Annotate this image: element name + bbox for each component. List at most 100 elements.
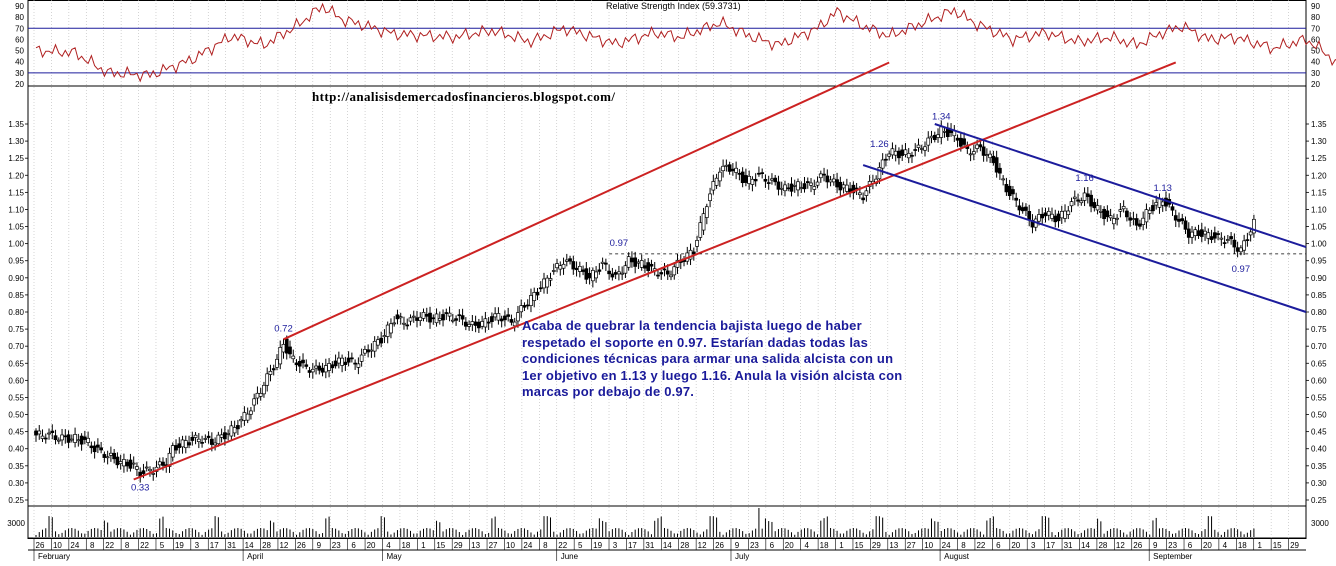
ohlc-body xyxy=(382,335,387,338)
ohlc-body xyxy=(392,322,397,325)
x-day-label: 15 xyxy=(436,541,445,550)
ohlc-body xyxy=(1183,220,1188,230)
ohlc-body xyxy=(587,273,592,279)
ohlc-body xyxy=(910,154,914,157)
rsi-tick-label-left: 30 xyxy=(15,69,24,78)
x-day-label: 18 xyxy=(820,541,829,550)
ohlc-body xyxy=(600,261,605,264)
ohlc-body xyxy=(1242,240,1246,251)
x-day-label: 29 xyxy=(872,541,881,550)
ohlc-body xyxy=(594,271,598,279)
x-day-label: 13 xyxy=(471,541,480,550)
ohlc-body xyxy=(858,192,862,196)
price-label: 1.34 xyxy=(932,111,951,122)
ohlc-body xyxy=(968,153,973,156)
ohlc-body xyxy=(1225,239,1230,241)
ohlc-body xyxy=(1011,189,1015,195)
ohlc-body xyxy=(656,274,660,277)
x-day-label: 22 xyxy=(976,541,985,550)
ohlc-body xyxy=(89,445,94,449)
ohlc-body xyxy=(512,321,517,327)
ohlc-body xyxy=(737,172,742,175)
price-label: 0.97 xyxy=(1232,264,1251,275)
ohlc-body xyxy=(56,439,61,442)
ohlc-body xyxy=(1219,237,1224,240)
ohlc-body xyxy=(698,222,703,238)
ohlc-body xyxy=(525,304,530,307)
ohlc-body xyxy=(379,337,384,344)
ohlc-body xyxy=(841,184,846,189)
ohlc-body xyxy=(639,260,644,268)
ohlc-body xyxy=(1170,206,1175,211)
price-tick-label-right: 0.90 xyxy=(1311,274,1327,283)
ohlc-body xyxy=(128,459,133,469)
price-tick-label-right: 0.40 xyxy=(1311,445,1327,454)
ohlc-body xyxy=(617,271,621,275)
ohlc-body xyxy=(747,175,752,185)
ohlc-body xyxy=(864,190,869,196)
ohlc-body xyxy=(291,355,296,360)
ohlc-body xyxy=(333,360,338,367)
ohlc-body xyxy=(53,435,58,440)
ohlc-body xyxy=(92,445,97,453)
ohlc-body xyxy=(714,177,719,186)
ohlc-body xyxy=(610,273,615,278)
price-tick-label-left: 0.85 xyxy=(8,291,24,300)
ohlc-body xyxy=(193,434,198,438)
ohlc-body xyxy=(1235,247,1240,252)
ohlc-body xyxy=(903,149,908,155)
x-day-label: 8 xyxy=(961,541,966,550)
ohlc-body xyxy=(490,316,494,323)
x-day-label: 14 xyxy=(663,541,672,550)
ohlc-body xyxy=(102,454,107,458)
x-day-label: 19 xyxy=(175,541,184,550)
ohlc-body xyxy=(463,321,468,327)
price-tick-label-left: 0.90 xyxy=(8,274,24,283)
price-tick-label-left: 1.25 xyxy=(8,154,24,163)
ohlc-body xyxy=(607,270,611,275)
x-day-label: 17 xyxy=(210,541,219,550)
x-day-label: 17 xyxy=(628,541,637,550)
ohlc-body xyxy=(770,178,774,181)
price-tick-label-right: 0.95 xyxy=(1311,257,1327,266)
ohlc-body xyxy=(822,173,826,176)
ohlc-body xyxy=(170,445,175,458)
blog-url: http://analisisdemercadosfinancieros.blo… xyxy=(312,89,616,104)
ohlc-body xyxy=(942,131,947,133)
ohlc-body xyxy=(731,168,735,172)
ohlc-body xyxy=(258,392,263,397)
ohlc-body xyxy=(249,410,253,415)
x-day-label: 22 xyxy=(558,541,567,550)
rsi-tick-label-right: 20 xyxy=(1311,80,1320,89)
x-day-label: 28 xyxy=(680,541,689,550)
ohlc-body xyxy=(659,272,664,275)
ohlc-body xyxy=(1063,210,1067,219)
rsi-tick-label-right: 80 xyxy=(1311,13,1320,22)
ohlc-body xyxy=(1069,201,1074,207)
ohlc-body xyxy=(887,153,892,157)
ohlc-body xyxy=(63,435,68,438)
x-day-label: 12 xyxy=(279,541,288,550)
x-day-label: 29 xyxy=(1290,541,1299,550)
ohlc-body xyxy=(190,436,195,441)
ohlc-body xyxy=(229,425,234,437)
ohlc-body xyxy=(555,263,559,269)
x-day-label: 20 xyxy=(367,541,376,550)
ohlc-body xyxy=(297,360,302,367)
ohlc-body xyxy=(877,167,882,180)
ohlc-body xyxy=(649,263,654,267)
price-tick-label-right: 0.55 xyxy=(1311,393,1327,402)
ohlc-body xyxy=(245,413,250,421)
ohlc-body xyxy=(434,313,439,324)
x-day-label: 15 xyxy=(855,541,864,550)
ohlc-body xyxy=(125,461,130,467)
ohlc-body xyxy=(1053,215,1058,223)
ohlc-body xyxy=(568,258,572,262)
ohlc-body xyxy=(1216,233,1220,235)
ohlc-body xyxy=(105,456,110,459)
x-day-label: 5 xyxy=(578,541,583,550)
channel-up-upper xyxy=(283,61,890,341)
ohlc-body xyxy=(818,173,823,179)
ohlc-body xyxy=(643,265,647,269)
